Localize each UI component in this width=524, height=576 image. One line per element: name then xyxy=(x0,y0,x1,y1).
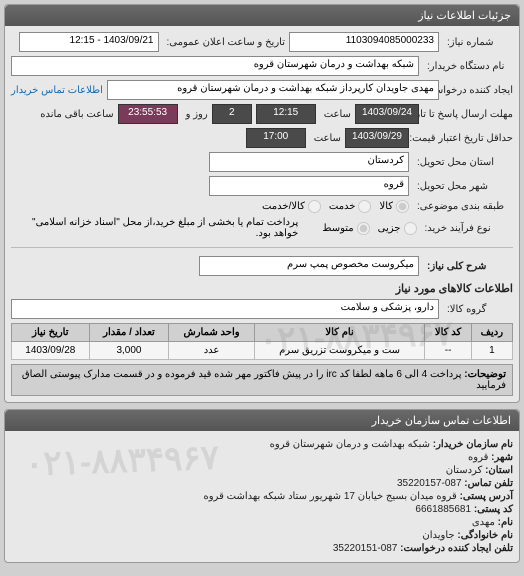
c-province: کردستان xyxy=(446,465,483,476)
goods-group-field: دارو، پزشکی و سلامت xyxy=(11,299,439,319)
contact-header: اطلاعات تماس سازمان خریدار xyxy=(5,410,519,431)
goods-note-text: پرداخت 4 الی 6 ماهه لطفا کد irc را در پی… xyxy=(22,369,506,391)
price-valid-label: حداقل تاریخ اعتبار قیمت: تا تاریخ: xyxy=(413,133,513,144)
goods-col-header: واحد شمارش xyxy=(169,324,254,342)
radio-kala-label: کالا xyxy=(379,201,393,212)
public-date-label: تاریخ و ساعت اعلان عمومی: xyxy=(163,37,286,48)
buyer-org-field: شبکه بهداشت و درمان شهرستان قروه xyxy=(11,56,419,76)
radio-kala-khedmat[interactable]: کالا/خدمت xyxy=(262,200,321,213)
c-postal-label: کد پستی: xyxy=(474,504,513,515)
c-family: جاویدان xyxy=(422,530,454,541)
contact-link[interactable]: اطلاعات تماس خریدار xyxy=(11,85,103,96)
need-details-header: جزئیات اطلاعات نیاز xyxy=(5,5,519,26)
c-org-label: نام سازمان خریدار: xyxy=(433,439,513,450)
radio-khedmat[interactable]: خدمت xyxy=(329,200,372,213)
c-postal: 6661885681 xyxy=(415,504,471,515)
radio-motavaset[interactable]: متوسط xyxy=(322,222,369,235)
radio-kala[interactable]: کالا xyxy=(379,200,409,213)
province-field: کردستان xyxy=(209,152,409,172)
table-cell: عدد xyxy=(169,342,254,360)
contact-body: ۰۲۱-۸۸۳۴۹۶۷ نام سازمان خریدار: شبکه بهدا… xyxy=(5,431,519,562)
table-cell: 1403/09/28 xyxy=(12,342,90,360)
request-no-field: 1103094085000233 xyxy=(289,32,439,52)
contact-panel: اطلاعات تماس سازمان خریدار ۰۲۱-۸۸۳۴۹۶۷ ن… xyxy=(4,409,520,563)
request-no-label: شماره نیاز: xyxy=(443,37,513,48)
c-address-label: آدرس پستی: xyxy=(460,491,513,502)
city-delivery-field: قروه xyxy=(209,176,409,196)
radio-kala-khedmat-label: کالا/خدمت xyxy=(262,201,305,212)
radio-khedmat-label: خدمت xyxy=(329,201,356,212)
c-address: قروه میدان بسیج خیابان 17 شهریور ستاد شب… xyxy=(203,491,456,502)
c-family-label: نام خانوادگی: xyxy=(457,530,513,541)
c-phone-label: تلفن تماس: xyxy=(464,478,513,489)
remaining-days: 2 xyxy=(212,104,252,124)
c-reqphone-label: تلفن ایجاد کننده درخواست: xyxy=(400,543,513,554)
table-cell: 1 xyxy=(471,342,512,360)
remaining-label: ساعت باقی مانده xyxy=(36,109,113,120)
reply-deadline-time: 12:15 xyxy=(256,104,316,124)
goods-group-label: گروه کالا: xyxy=(443,304,513,315)
c-phone: 087-35220157 xyxy=(397,478,462,489)
city-delivery-label: شهر محل تحویل: xyxy=(413,181,513,192)
c-name-label: نام: xyxy=(498,517,513,528)
c-province-label: استان: xyxy=(485,465,513,476)
buy-process-label: نوع فرآیند خرید: xyxy=(421,223,514,234)
subject-radio-group: کالا خدمت کالا/خدمت xyxy=(262,200,409,213)
goods-table: ردیفکد کالانام کالاواحد شمارشتعداد / مقد… xyxy=(11,323,513,360)
c-reqphone: 087-35220151 xyxy=(333,543,398,554)
goods-col-header: ردیف xyxy=(471,324,512,342)
saat-label-1: ساعت xyxy=(320,109,351,120)
radio-jozi[interactable]: جزیی xyxy=(378,222,417,235)
radio-motavaset-label: متوسط xyxy=(322,223,353,234)
goods-note-label: توضیحات: xyxy=(464,369,506,380)
desc-field: میکروست مخصوص پمپ سرم xyxy=(199,256,419,276)
reply-deadline-label: مهلت ارسال پاسخ تا تاریخ: xyxy=(423,109,513,120)
goods-col-header: تاریخ نیاز xyxy=(12,324,90,342)
goods-note-box: توضیحات: پرداخت 4 الی 6 ماهه لطفا کد irc… xyxy=(11,364,513,396)
c-city-label: شهر: xyxy=(491,452,513,463)
table-cell: -- xyxy=(425,342,471,360)
public-date-field: 1403/09/21 - 12:15 xyxy=(19,32,159,52)
table-cell: ست و میکروست تزریق سرم xyxy=(254,342,425,360)
roz-label: روز و xyxy=(182,109,208,120)
buyer-org-label: نام دستگاه خریدار: xyxy=(423,61,513,72)
price-valid-time: 17:00 xyxy=(246,128,306,148)
c-name: مهدی xyxy=(472,517,495,528)
price-valid-date: 1403/09/29 xyxy=(345,128,409,148)
goods-col-header: کد کالا xyxy=(425,324,471,342)
need-details-body: شماره نیاز: 1103094085000233 تاریخ و ساع… xyxy=(5,26,519,402)
saat-label-2: ساعت xyxy=(310,133,341,144)
c-city: قروه xyxy=(468,452,488,463)
table-cell: 3,000 xyxy=(89,342,169,360)
creator-label: ایجاد کننده درخواست: xyxy=(443,85,513,96)
reply-deadline-date: 1403/09/24 xyxy=(355,104,419,124)
payment-note: پرداخت تمام یا بخشی از مبلغ خرید،از محل … xyxy=(11,217,298,239)
process-radio-group: جزیی متوسط xyxy=(322,222,416,235)
table-row: 1--ست و میکروست تزریق سرمعدد3,0001403/09… xyxy=(12,342,513,360)
remaining-time: 23:55:53 xyxy=(118,104,178,124)
goods-col-header: نام کالا xyxy=(254,324,425,342)
need-details-panel: جزئیات اطلاعات نیاز شماره نیاز: 11030940… xyxy=(4,4,520,403)
radio-jozi-label: جزیی xyxy=(378,223,401,234)
c-org: شبکه بهداشت و درمان شهرستان قروه xyxy=(270,439,430,450)
creator-field: مهدی جاویدان کارپرداز شبکه بهداشت و درما… xyxy=(107,80,439,100)
subject-class-label: طبقه بندی موضوعی: xyxy=(413,201,513,212)
province-label: استان محل تحویل: xyxy=(413,157,513,168)
goods-section-title: اطلاعات کالاهای مورد نیاز xyxy=(11,282,513,295)
goods-col-header: تعداد / مقدار xyxy=(89,324,169,342)
desc-label: شرح کلی نیاز: xyxy=(423,261,513,272)
